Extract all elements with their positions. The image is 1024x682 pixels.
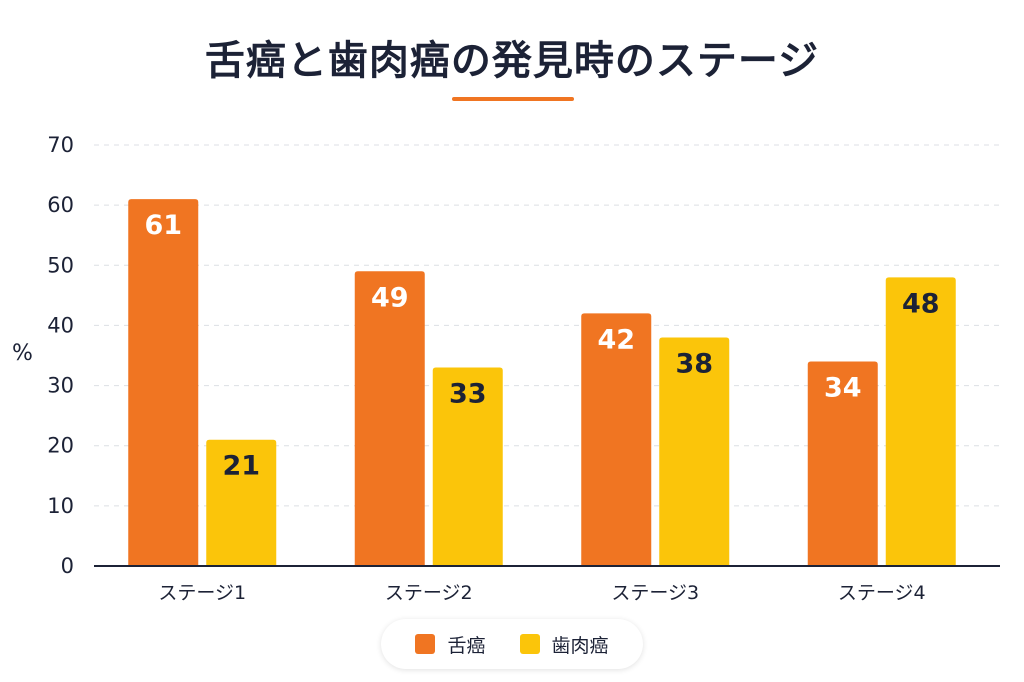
bar-series-0-1 [354, 271, 425, 566]
bar-series-1-0 [206, 439, 277, 566]
bar-series-0-3 [807, 361, 878, 566]
y-tick-label: 10 [47, 494, 74, 518]
legend-item-series-1: 歯肉癌 [519, 631, 609, 658]
legend-swatch-series-1 [519, 634, 540, 654]
y-tick-label: 20 [47, 434, 74, 458]
legend-swatch-series-0 [415, 634, 436, 654]
legend-label-series-1: 歯肉癌 [551, 634, 609, 657]
bar-series-1-2 [659, 337, 730, 566]
data-label-series-0-1: 49 [371, 282, 409, 313]
y-tick-label: 30 [47, 374, 74, 398]
bar-series-0-0 [128, 199, 199, 566]
data-label-series-1-2: 38 [675, 348, 713, 379]
title-underline [452, 97, 574, 101]
y-tick-label: 60 [47, 193, 74, 217]
y-tick-label: 50 [47, 253, 74, 277]
data-label-series-1-3: 48 [902, 288, 940, 319]
legend: 舌癌 歯肉癌 [381, 619, 643, 669]
data-label-series-0-0: 61 [144, 210, 182, 241]
x-category-label: ステージ4 [838, 582, 926, 604]
x-category-label: ステージ1 [158, 582, 246, 604]
data-label-series-1-1: 33 [449, 379, 487, 410]
legend-label-series-0: 舌癌 [447, 634, 486, 657]
chart-title: 舌癌と歯肉癌の発見時のステージ [204, 38, 820, 84]
x-category-label: ステージ2 [385, 582, 473, 604]
data-label-series-0-3: 34 [824, 373, 862, 404]
bar-series-1-1 [432, 367, 503, 566]
data-label-series-1-0: 21 [222, 451, 260, 482]
bar-series-0-2 [581, 313, 652, 566]
y-tick-label: 0 [61, 554, 74, 578]
y-tick-label: 40 [47, 313, 74, 337]
y-tick-label: 70 [47, 133, 74, 157]
bar-series-1-3 [885, 277, 956, 566]
data-label-series-0-2: 42 [597, 324, 635, 355]
y-axis-label: % [12, 341, 33, 366]
x-category-label: ステージ3 [611, 582, 699, 604]
legend-item-series-0: 舌癌 [415, 631, 486, 658]
